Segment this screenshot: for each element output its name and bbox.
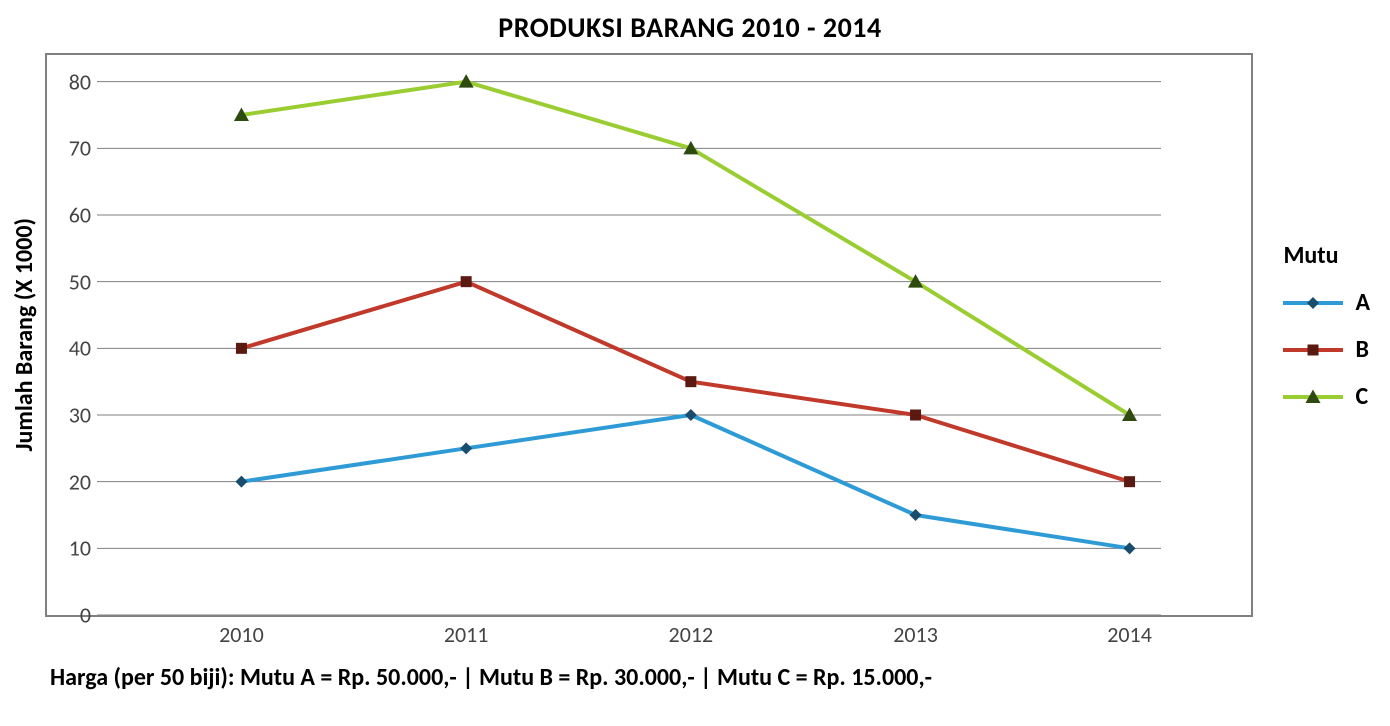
legend-item-b: B bbox=[1283, 335, 1370, 364]
legend-marker-icon bbox=[1303, 340, 1323, 360]
x-tick-label: 2013 bbox=[893, 621, 938, 648]
legend-label: B bbox=[1355, 335, 1368, 364]
y-tick-label: 10 bbox=[55, 535, 99, 562]
y-tick-label: 40 bbox=[55, 335, 99, 362]
y-tick-label: 20 bbox=[55, 468, 99, 495]
x-tick-label: 2014 bbox=[1107, 621, 1152, 648]
chart-title: PRODUKSI BARANG 2010 - 2014 bbox=[10, 10, 1370, 45]
x-tick-label: 2011 bbox=[444, 621, 489, 648]
data-marker bbox=[461, 276, 472, 287]
data-marker bbox=[910, 410, 921, 421]
data-marker bbox=[1124, 542, 1136, 554]
y-axis-title: Jumlah Barang (X 1000) bbox=[10, 218, 39, 451]
data-marker bbox=[1307, 297, 1319, 309]
y-tick-label: 30 bbox=[55, 402, 99, 429]
plot-area: 0102030405060708020102011201220132014 bbox=[45, 53, 1253, 617]
x-tick-label: 2012 bbox=[669, 621, 714, 648]
series-line-c bbox=[241, 82, 1129, 415]
legend-marker-icon bbox=[1303, 293, 1323, 313]
legend-label: A bbox=[1355, 288, 1370, 317]
chart-container: Jumlah Barang (X 1000) 01020304050607080… bbox=[10, 53, 1370, 617]
footer-note: Harga (per 50 biji): Mutu A = Rp. 50.000… bbox=[50, 663, 1330, 692]
x-tick-label: 2010 bbox=[219, 621, 264, 648]
data-marker bbox=[236, 343, 247, 354]
legend-item-c: C bbox=[1283, 382, 1370, 411]
legend-marker-icon bbox=[1303, 387, 1323, 407]
data-marker bbox=[1124, 476, 1135, 487]
data-marker bbox=[460, 442, 472, 454]
legend: Mutu ABC bbox=[1283, 241, 1370, 429]
data-marker bbox=[910, 509, 922, 521]
data-marker bbox=[1306, 389, 1321, 403]
y-tick-label: 60 bbox=[55, 202, 99, 229]
y-tick-label: 80 bbox=[55, 68, 99, 95]
y-tick-label: 70 bbox=[55, 135, 99, 162]
legend-line-icon bbox=[1283, 395, 1343, 399]
chart-svg bbox=[47, 55, 1167, 615]
legend-line-icon bbox=[1283, 301, 1343, 305]
legend-line-icon bbox=[1283, 348, 1343, 352]
data-marker bbox=[685, 376, 696, 387]
data-marker bbox=[685, 409, 697, 421]
data-marker bbox=[1308, 344, 1319, 355]
y-tick-label: 0 bbox=[55, 602, 99, 629]
y-tick-label: 50 bbox=[55, 268, 99, 295]
legend-label: C bbox=[1355, 382, 1368, 411]
legend-title: Mutu bbox=[1283, 241, 1370, 270]
data-marker bbox=[235, 476, 247, 488]
data-marker bbox=[908, 274, 923, 288]
legend-item-a: A bbox=[1283, 288, 1370, 317]
